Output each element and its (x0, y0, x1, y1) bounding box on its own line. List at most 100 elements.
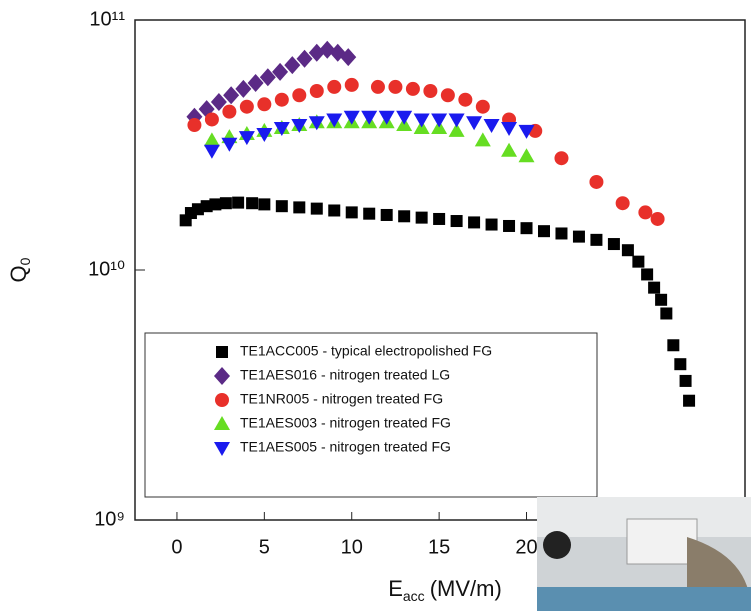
marker (396, 110, 413, 125)
marker (405, 81, 420, 96)
marker (440, 88, 455, 103)
x-tick-label: 0 (171, 536, 182, 558)
legend-label: TE1ACC005 - typical electropolished FG (240, 343, 492, 359)
x-label-main: E (388, 576, 403, 601)
marker (187, 118, 202, 133)
marker (291, 119, 308, 134)
marker (638, 205, 653, 220)
marker (388, 79, 403, 94)
photo-base (537, 587, 751, 611)
marker (219, 197, 232, 210)
y-label-sub: 0 (17, 257, 33, 265)
marker (293, 201, 306, 214)
marker (572, 230, 585, 243)
marker (370, 79, 385, 94)
marker (450, 215, 463, 228)
legend-marker (215, 393, 229, 407)
marker (363, 207, 376, 220)
marker (483, 119, 500, 134)
marker (555, 227, 568, 240)
marker (203, 132, 220, 147)
y-label-main: Q (6, 265, 31, 282)
marker (679, 374, 692, 387)
marker (275, 200, 288, 213)
marker (308, 116, 325, 131)
marker (485, 218, 498, 231)
legend-marker (214, 442, 230, 456)
legend-label: TE1AES016 - nitrogen treated LG (240, 367, 450, 383)
legend-marker (214, 416, 230, 430)
marker (415, 211, 428, 224)
x-tick-label: 10 (341, 536, 363, 558)
marker (327, 79, 342, 94)
marker (518, 148, 535, 163)
legend-marker (214, 367, 230, 385)
marker (554, 151, 569, 166)
marker (650, 211, 665, 226)
marker (310, 202, 323, 215)
marker (239, 99, 254, 114)
marker (674, 358, 687, 371)
marker (247, 73, 264, 92)
photo-box (626, 518, 698, 565)
marker (274, 92, 289, 107)
marker (518, 124, 535, 139)
marker (232, 196, 245, 209)
marker (378, 110, 395, 125)
marker (466, 116, 483, 131)
marker (309, 83, 324, 98)
marker (246, 197, 259, 210)
marker (326, 113, 343, 128)
marker (343, 110, 360, 125)
legend-label: TE1AES005 - nitrogen treated FG (240, 439, 451, 455)
marker (655, 293, 668, 306)
marker (380, 208, 393, 221)
marker (258, 198, 271, 211)
legend-label: TE1NR005 - nitrogen treated FG (240, 391, 443, 407)
marker (413, 113, 430, 128)
marker (345, 206, 358, 219)
x-tick-label: 5 (259, 536, 270, 558)
marker (433, 212, 446, 225)
photo (537, 497, 751, 611)
legend-label: TE1AES003 - nitrogen treated FG (240, 415, 451, 431)
marker (448, 113, 465, 128)
marker (223, 86, 240, 105)
marker (292, 88, 307, 103)
marker (257, 97, 272, 112)
marker (221, 137, 238, 152)
marker (537, 225, 550, 238)
legend-marker (216, 346, 228, 358)
marker (238, 131, 255, 146)
marker (660, 307, 673, 320)
y-axis-label: Q0 (6, 257, 33, 282)
marker (475, 99, 490, 114)
marker (448, 122, 465, 137)
marker (607, 238, 620, 251)
marker (284, 56, 301, 75)
marker (590, 233, 603, 246)
marker (210, 92, 227, 111)
marker (398, 210, 411, 223)
marker (203, 144, 220, 159)
marker (423, 83, 438, 98)
marker (589, 174, 604, 189)
marker (272, 62, 289, 81)
marker (273, 121, 290, 136)
x-tick-label: 15 (428, 536, 450, 558)
photo-knob (543, 531, 571, 559)
marker (683, 394, 696, 407)
marker (361, 110, 378, 125)
marker (468, 216, 481, 229)
y-tick-label: 10¹⁰ (88, 258, 125, 280)
x-axis-label: Eacc (MV/m) (388, 576, 502, 604)
marker (621, 244, 634, 257)
y-tick-label: 10¹¹ (89, 8, 125, 30)
marker (209, 198, 222, 211)
y-tick-label: 10⁹ (94, 508, 125, 530)
x-label-sub: acc (403, 588, 425, 604)
marker (615, 196, 630, 211)
marker (296, 49, 313, 68)
